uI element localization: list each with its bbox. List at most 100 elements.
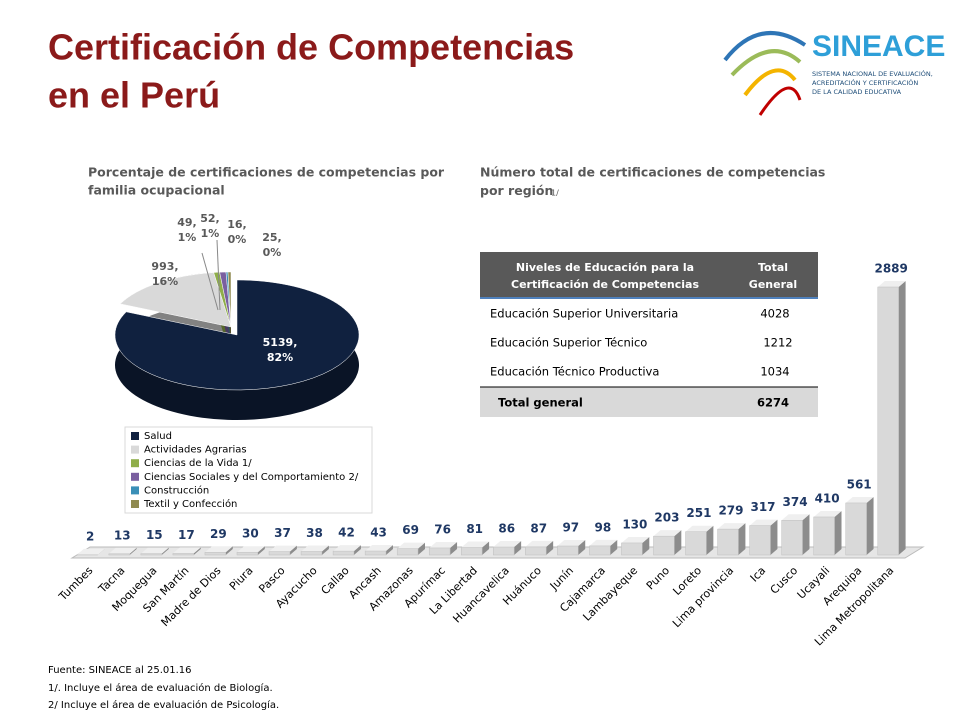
footnote: 2/ Incluye el área de evaluación de Psic… [48, 699, 279, 711]
data-label-line: 16, [227, 218, 247, 231]
bar [557, 540, 586, 556]
bar [76, 548, 105, 556]
table-header: Total [758, 261, 788, 274]
logo-line: DE LA CALIDAD EDUCATIVA [812, 88, 902, 96]
legend-label: Ciencias de la Vida 1/ [144, 458, 252, 469]
bar [364, 545, 393, 556]
bar-front [717, 528, 739, 556]
legend-swatch [131, 445, 139, 454]
data-label: 15 [146, 528, 163, 542]
legend-box [124, 426, 373, 514]
x-tick-label: Puno [644, 564, 673, 593]
bar-top [813, 510, 842, 517]
data-label: 37 [274, 526, 291, 540]
legend-label: Actividades Agrarias [144, 445, 247, 456]
legend-label: Textil y Confección [143, 498, 237, 510]
table-header: General [749, 278, 797, 291]
bar-top [557, 540, 586, 547]
bar [300, 545, 329, 556]
data-label: 52, 1% [200, 212, 220, 240]
bar [396, 542, 426, 556]
bar-front [653, 535, 675, 556]
legend-label: Ciencias Sociales y del Comportamiento 2… [144, 472, 359, 483]
bar [845, 496, 874, 556]
data-label: 410 [815, 491, 840, 505]
bar-side [514, 541, 522, 555]
table-cell: 4028 [760, 307, 789, 321]
bar [717, 523, 746, 556]
bar-front [268, 551, 291, 556]
data-label: 42 [338, 526, 355, 540]
bar [236, 546, 265, 556]
pie-slice [227, 271, 232, 328]
data-label-line: 0% [263, 246, 282, 259]
bar [749, 519, 778, 556]
table-cell: Educación Superior Técnico [490, 336, 647, 350]
table-header: Certificación de Competencias [511, 278, 699, 291]
data-label: 251 [686, 506, 711, 520]
bar-side [642, 536, 650, 555]
logo-line: ACREDITACIÓN Y CERTIFICACIÓN [812, 78, 918, 87]
data-label: 30 [242, 527, 259, 541]
bar-title-text: por región [480, 183, 553, 198]
table-total-bg [480, 387, 818, 417]
bar [653, 530, 682, 556]
bar-front [300, 551, 323, 556]
table-header: Niveles de Educación para la [516, 261, 694, 274]
data-label: 86 [498, 522, 515, 536]
bar-side [161, 547, 169, 555]
data-label: 97 [562, 521, 579, 535]
table-total: Total general [498, 396, 583, 410]
bar [621, 536, 650, 556]
bar-front [781, 520, 803, 556]
bar-top [685, 525, 714, 532]
bar-top [236, 546, 265, 553]
footnote: 1/. Incluye el área de evaluación de Bio… [48, 682, 273, 694]
bar-front [493, 546, 515, 556]
logo-name: SINEACE [812, 30, 945, 63]
legend-swatch [131, 486, 139, 495]
logo-line: SISTEMA NACIONAL DE EVALUACIÓN, [812, 69, 933, 78]
bar-top [845, 496, 874, 503]
bar-front [172, 553, 194, 556]
bar-side [578, 540, 586, 555]
slide-title-line: Certificación de Competencias [48, 27, 574, 68]
data-label: 69 [402, 523, 419, 537]
pie-title: familia ocupacional [88, 183, 225, 198]
bar-side [866, 496, 874, 555]
bar-front [813, 516, 835, 556]
bar-side [289, 545, 297, 555]
data-label: 98 [594, 520, 611, 534]
bar-side [898, 281, 906, 555]
table-total: 6274 [757, 396, 789, 410]
bar-top [76, 548, 105, 555]
bar-top [877, 281, 906, 287]
legend-swatch [131, 500, 139, 508]
data-label: 43 [370, 526, 387, 540]
bar [428, 541, 458, 556]
data-label-line: 25, [262, 231, 282, 244]
bar-front [685, 531, 707, 556]
bar-front [589, 545, 611, 556]
data-label: 25, 0% [262, 231, 282, 259]
bar-side [321, 545, 329, 555]
bar-front [845, 502, 867, 556]
bar-side [353, 545, 361, 555]
data-label: 130 [622, 517, 647, 531]
data-label: 203 [654, 511, 679, 525]
bar-side [385, 545, 393, 555]
bar-side [802, 514, 810, 555]
bar-front [396, 548, 419, 556]
data-label: 87 [530, 521, 547, 535]
slide-title-line: en el Perú [48, 75, 220, 116]
x-tick-label: Tumbes [56, 564, 96, 604]
data-label: 16, 0% [227, 218, 247, 246]
data-label: 561 [847, 477, 872, 491]
bar-front [557, 545, 579, 556]
data-label: 76 [434, 522, 451, 536]
bar [685, 525, 714, 556]
bar-side [225, 546, 233, 555]
bar-side [834, 510, 842, 555]
data-label: 49, 1% [177, 216, 197, 244]
data-label: 5139, 82% [263, 336, 298, 364]
